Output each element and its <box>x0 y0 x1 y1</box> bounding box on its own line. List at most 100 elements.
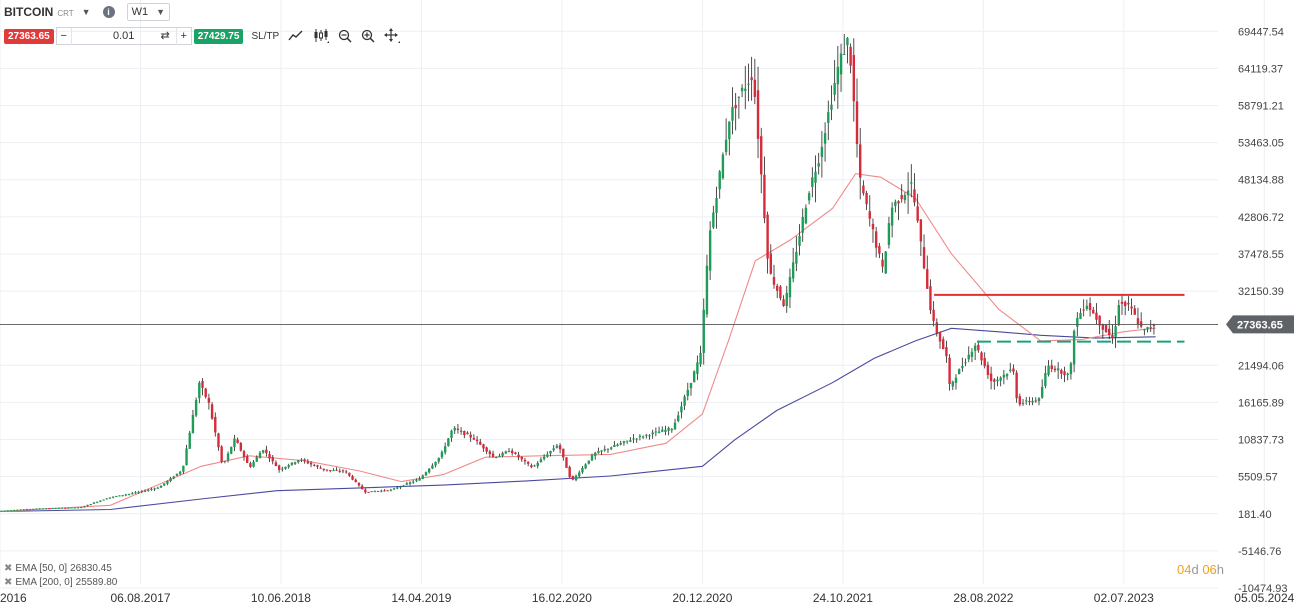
candle-body <box>903 194 907 201</box>
candle-body <box>705 265 709 315</box>
candle-body <box>124 494 128 496</box>
candle-body <box>1028 400 1031 402</box>
candle-body <box>491 453 495 457</box>
candle-body <box>392 488 396 490</box>
remove-ema-50-icon[interactable]: ✖ <box>4 563 13 574</box>
candle-body <box>399 486 402 488</box>
symbol-dropdown-icon[interactable]: ▼ <box>81 7 91 17</box>
candle-body <box>846 37 849 46</box>
sell-button[interactable]: 27363.65 <box>4 28 54 44</box>
candle-body <box>137 491 140 493</box>
candle-body <box>427 468 431 473</box>
quantity-input[interactable]: 0.01 ⇄ <box>70 27 177 45</box>
candle-body <box>750 77 753 81</box>
remove-ema-200-icon[interactable]: ✖ <box>4 577 13 588</box>
x-tick-label: 14.04.2019 <box>391 591 451 605</box>
y-tick-label: 42806.72 <box>1238 212 1284 224</box>
candle-body <box>1101 324 1105 330</box>
line-chart-icon[interactable] <box>288 29 304 43</box>
candle-body <box>571 475 575 480</box>
candle-body <box>1088 303 1092 311</box>
sl-tp-button[interactable]: SL/TP <box>251 30 280 42</box>
candle-body <box>957 369 961 375</box>
candle-body <box>731 106 734 121</box>
candle-body <box>769 253 773 274</box>
candle-body <box>868 211 871 219</box>
candle-body <box>983 358 986 367</box>
candle-body <box>989 373 993 382</box>
candle-body <box>932 309 935 321</box>
candle-body <box>1063 371 1066 376</box>
candle-body <box>696 362 699 374</box>
crosshair-icon[interactable] <box>384 28 401 44</box>
candle-body <box>977 344 980 351</box>
info-icon[interactable]: i <box>102 6 115 18</box>
y-tick-label: 53463.05 <box>1238 138 1284 150</box>
candle-body <box>1133 308 1136 315</box>
candle-body <box>1085 305 1089 310</box>
candle-body <box>654 431 658 433</box>
candle-body <box>344 471 348 473</box>
candle-body <box>1018 396 1022 405</box>
quantity-value: 0.01 <box>113 29 135 42</box>
candle-body <box>415 479 418 481</box>
swap-icon[interactable]: ⇄ <box>160 29 170 42</box>
candle-body <box>1092 309 1095 314</box>
candle-body <box>431 465 434 469</box>
candle-body <box>581 467 584 473</box>
candle-body <box>584 464 587 469</box>
timeframe-select[interactable]: W1 ▼ <box>126 3 170 21</box>
candle-body <box>354 479 357 483</box>
candle-body <box>836 66 840 85</box>
symbol-name[interactable]: BITCOIN <box>4 5 54 19</box>
drawn-levels[interactable] <box>934 293 1185 343</box>
buy-button[interactable]: 27429.75 <box>193 28 244 44</box>
candle-body <box>281 468 284 470</box>
candle-body <box>890 207 894 226</box>
candle-body <box>993 379 996 382</box>
candle-body <box>1044 373 1047 386</box>
increase-button[interactable]: + <box>180 30 187 42</box>
quantity-stepper[interactable]: − 0.01 ⇄ + <box>55 27 192 45</box>
candle-body <box>22 509 25 511</box>
candle-body <box>878 246 881 254</box>
candle-body <box>1002 374 1006 378</box>
ema-200-label: EMA [200, 0] <box>15 577 73 588</box>
candle-body <box>712 212 715 228</box>
candle-body <box>1060 369 1063 374</box>
candle-body <box>641 436 645 438</box>
candle-body <box>188 432 191 449</box>
candle-body <box>175 473 179 476</box>
candle-body <box>951 381 954 387</box>
candle-body <box>475 439 479 442</box>
candles-icon[interactable] <box>313 28 330 44</box>
decrease-button[interactable]: − <box>60 30 67 42</box>
zoom-out-icon[interactable] <box>338 29 352 43</box>
candle-body <box>28 509 32 511</box>
countdown-hours-unit: h <box>1216 562 1225 577</box>
candle-body <box>894 201 897 206</box>
candle-body <box>539 459 543 463</box>
candle-body <box>881 259 884 267</box>
candle-body <box>3 510 6 512</box>
candle-body <box>421 475 425 479</box>
zoom-in-icon[interactable] <box>361 29 375 43</box>
candle-body <box>973 345 977 351</box>
candle-body <box>855 101 859 145</box>
candle-body <box>702 309 705 353</box>
candle-body <box>565 457 568 468</box>
candle-body <box>632 438 635 440</box>
candle-body <box>70 507 73 509</box>
candle-countdown: 04d 06h <box>1177 562 1224 577</box>
candle-body <box>747 83 750 85</box>
candle-body <box>472 437 476 440</box>
candle-body <box>357 482 361 486</box>
candle-body <box>456 428 460 430</box>
candle-body <box>753 79 757 97</box>
candle-body <box>1149 327 1152 329</box>
candle-body <box>744 88 747 91</box>
y-tick-label: 21494.06 <box>1238 360 1284 372</box>
current-price-label: 27363.65 <box>1237 319 1283 331</box>
candle-body <box>833 83 836 95</box>
